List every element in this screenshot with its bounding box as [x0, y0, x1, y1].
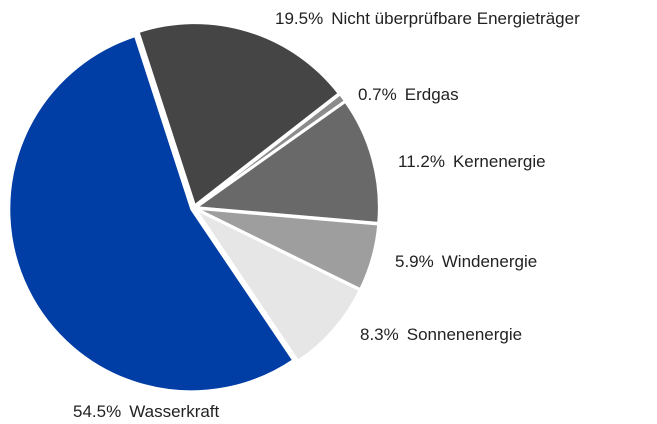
- slice-label: 5.9% Windenergie: [395, 252, 537, 271]
- slice-value-label: 11.2%: [398, 152, 445, 171]
- slice-category-label: Erdgas: [405, 85, 459, 104]
- slice-label: 54.5% Wasserkraft: [73, 402, 220, 421]
- slice-value-label: 54.5%: [73, 402, 121, 421]
- pie-slice: [193, 207, 361, 363]
- pie-slice: [195, 93, 347, 208]
- slice-value-label: 8.3%: [360, 325, 399, 344]
- pie-slice: [196, 207, 380, 291]
- slice-label: 19.5% Nicht überprüfbare Energieträger: [275, 9, 580, 28]
- slice-label: 0.7% Erdgas: [358, 85, 459, 104]
- slice-category-label: Kernenergie: [453, 152, 546, 171]
- pie-slice: [137, 22, 340, 207]
- pie-slice: [194, 100, 380, 224]
- slice-label: 8.3% Sonnenenergie: [360, 325, 522, 344]
- slice-label: 11.2% Kernenergie: [398, 152, 546, 171]
- pie-slice: [8, 34, 295, 393]
- slice-category-label: Sonnenenergie: [407, 325, 522, 344]
- slice-category-label: Nicht überprüfbare Energieträger: [331, 9, 580, 28]
- slice-value-label: 0.7%: [358, 85, 397, 104]
- slice-value-label: 5.9%: [395, 252, 434, 271]
- slice-category-label: Windenergie: [442, 252, 537, 271]
- slice-category-label: Wasserkraft: [129, 402, 219, 421]
- slice-value-label: 19.5%: [275, 9, 323, 28]
